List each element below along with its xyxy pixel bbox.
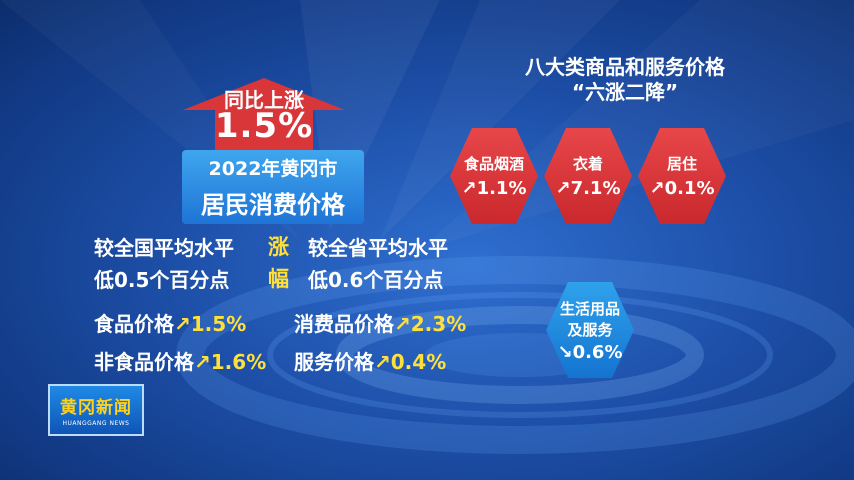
service-price-value: ↗0.4%	[374, 350, 447, 374]
non-food-price-value: ↗1.6%	[194, 350, 267, 374]
category-value: ↗1.1%	[461, 178, 527, 199]
category-housing-hex: 居住 ↗0.1%	[638, 128, 726, 224]
category-value: ↗7.1%	[555, 178, 621, 199]
category-name-line1: 生活用品	[559, 299, 620, 318]
vs-national-value: 低0.5个百分点	[94, 268, 230, 292]
vs-national-label: 较全国平均水平	[94, 236, 234, 260]
title-cpi: 居民消费价格	[201, 191, 345, 219]
up-arrow-icon	[183, 78, 345, 152]
non-food-price-label: 非食品价格	[94, 350, 194, 374]
category-value: ↘0.6%	[557, 341, 623, 363]
consumer-goods-price-value: ↗2.3%	[394, 312, 467, 336]
increase-char-1: 涨	[268, 235, 289, 259]
category-value: ↗0.1%	[649, 178, 715, 199]
cpi-title-box: 2022年黄冈市 居民消费价格	[182, 150, 364, 224]
logo-name: 黄冈新闻	[60, 398, 132, 418]
category-name: 食品烟酒	[463, 155, 524, 173]
yoy-increase-label: 同比上涨	[224, 88, 304, 112]
service-price-label: 服务价格	[294, 350, 374, 374]
consumer-goods-price-row: 消费品价格↗2.3%	[294, 308, 466, 337]
category-name: 居住	[666, 155, 697, 173]
non-food-price-row: 非食品价格↗1.6%	[94, 346, 266, 375]
food-price-label: 食品价格	[94, 312, 174, 336]
categories-subheading: “六涨二降”	[571, 80, 679, 104]
food-price-row: 食品价格↗1.5%	[94, 308, 246, 337]
category-clothing-hex: 衣着 ↗7.1%	[544, 128, 632, 224]
category-food-tobacco-hex: 食品烟酒 ↗1.1%	[450, 128, 538, 224]
consumer-goods-price-label: 消费品价格	[294, 312, 394, 336]
categories-heading: 八大类商品和服务价格	[525, 55, 725, 79]
vs-province-value: 低0.6个百分点	[308, 268, 444, 292]
food-price-value: ↗1.5%	[174, 312, 247, 336]
category-household-goods-hex: 生活用品 及服务 ↘0.6%	[546, 282, 634, 378]
service-price-row: 服务价格↗0.4%	[294, 346, 446, 375]
vs-province-label: 较全省平均水平	[308, 236, 448, 260]
huanggang-news-logo: 黄冈新闻 HUANGGANG NEWS	[48, 384, 144, 436]
category-name-line2: 及服务	[567, 320, 613, 339]
category-name: 衣着	[572, 155, 603, 173]
logo-subtitle: HUANGGANG NEWS	[62, 420, 130, 427]
increase-char-2: 幅	[268, 267, 289, 291]
title-year-city: 2022年黄冈市	[208, 158, 338, 180]
yoy-increase-value: 1.5%	[214, 106, 314, 146]
